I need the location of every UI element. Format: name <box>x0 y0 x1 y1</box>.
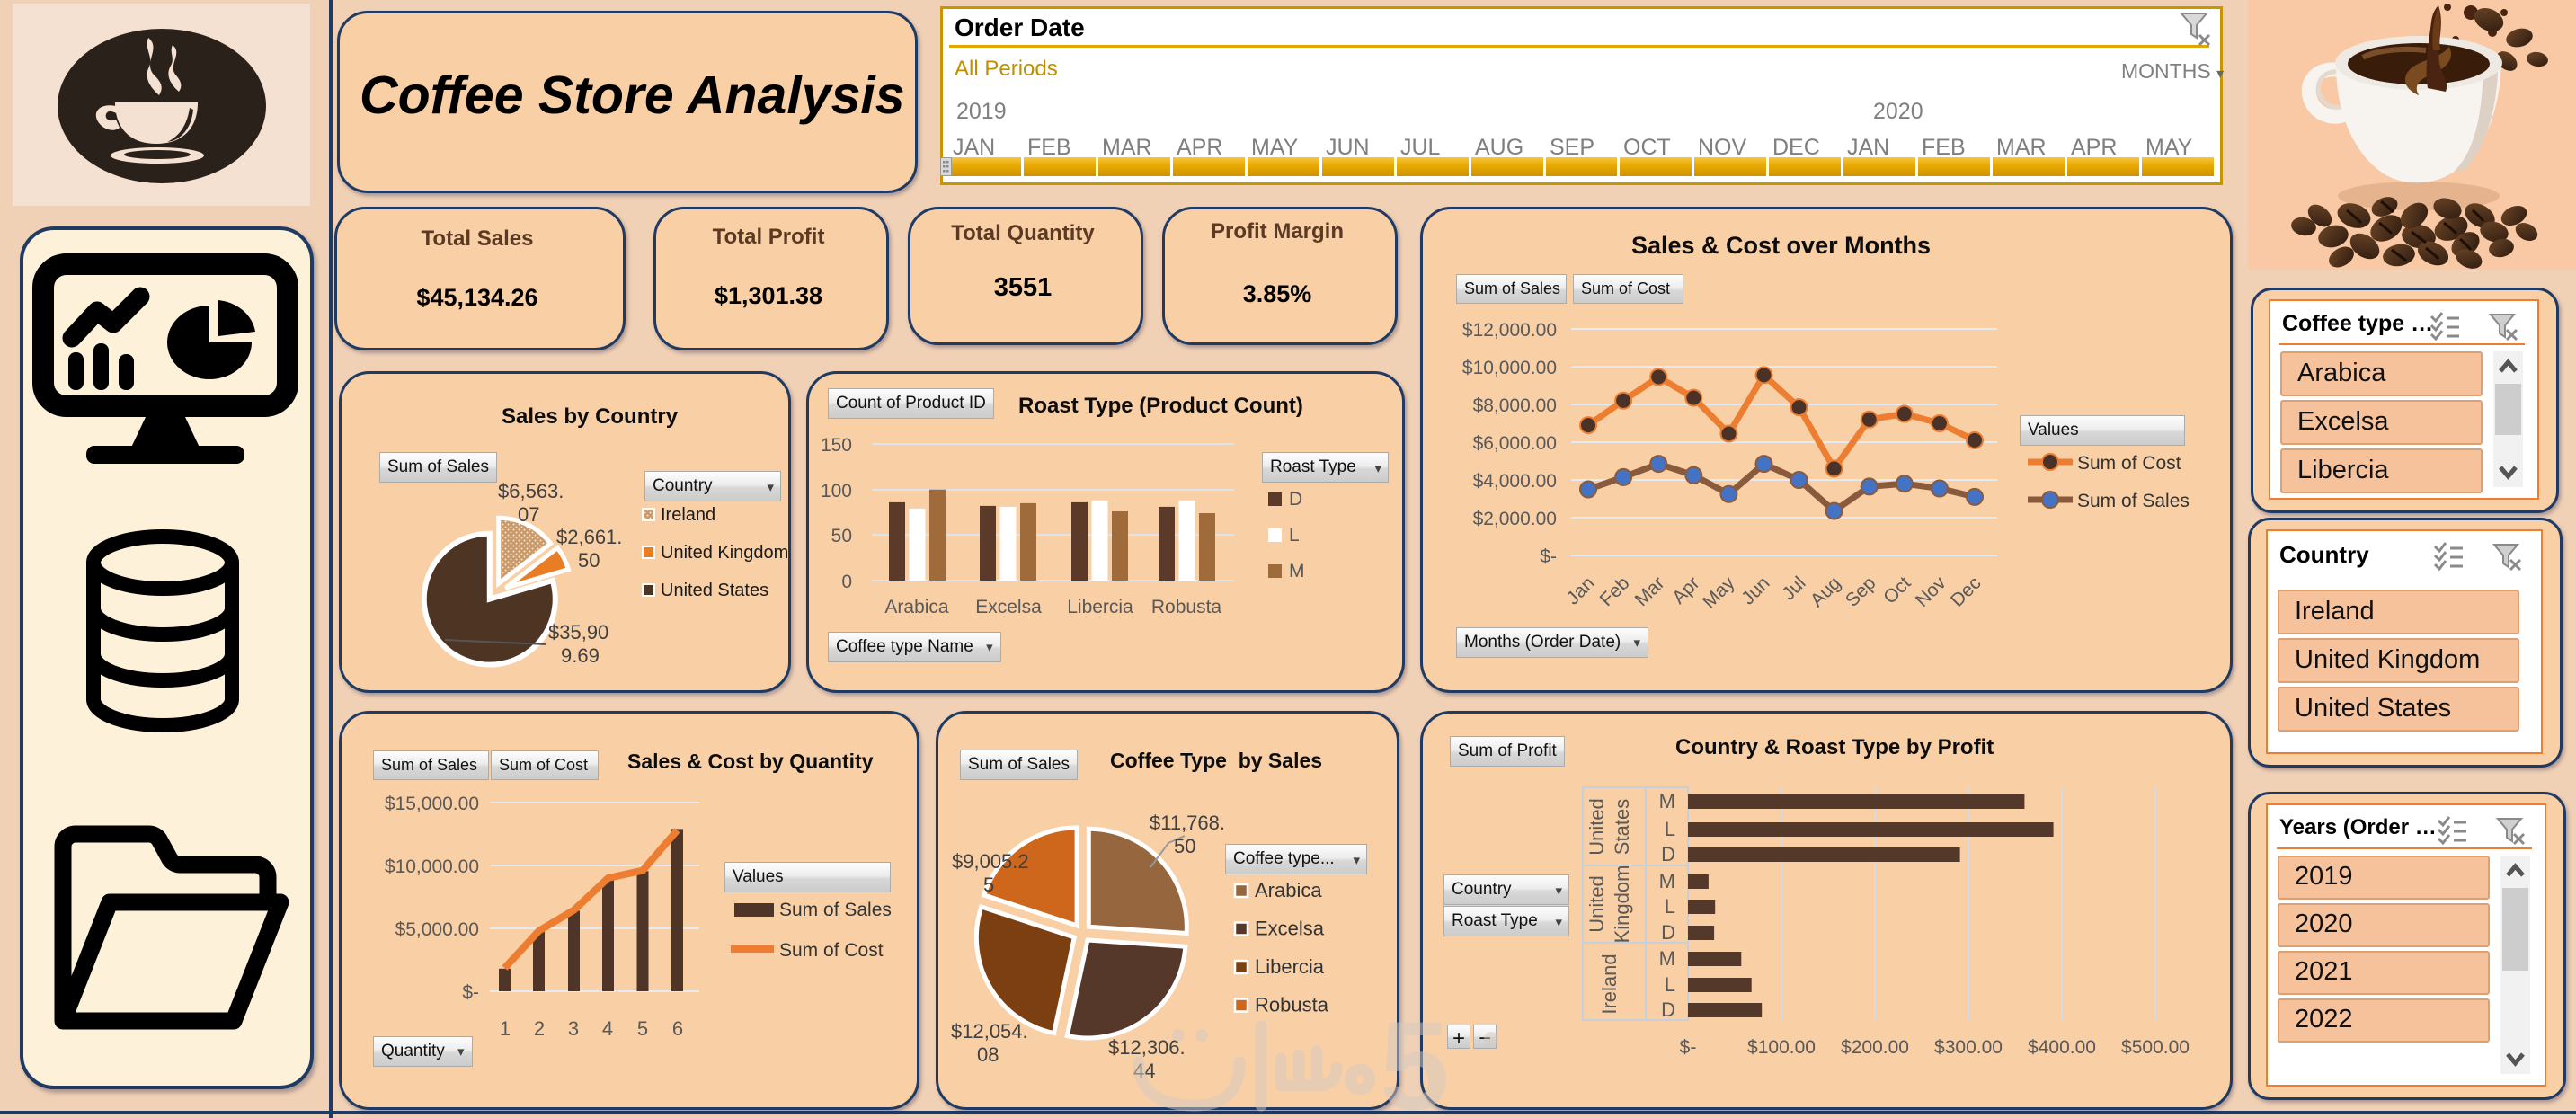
svg-text:D: D <box>1661 843 1675 865</box>
svg-text:$6,000.00: $6,000.00 <box>1473 433 1557 454</box>
svg-text:Sum of Sales: Sum of Sales <box>779 900 892 920</box>
svg-text:$2,000.00: $2,000.00 <box>1473 509 1557 529</box>
svg-text:100: 100 <box>821 481 852 501</box>
svg-text:Libercia: Libercia <box>1255 955 1325 978</box>
svg-text:United: United <box>1586 798 1608 856</box>
svg-text:Robusta: Robusta <box>1255 994 1329 1016</box>
svg-text:50: 50 <box>831 526 852 546</box>
svg-text:Arabica: Arabica <box>884 597 949 617</box>
svg-text:L: L <box>1289 525 1300 546</box>
svg-text:Arabica: Arabica <box>1255 879 1322 901</box>
svg-text:$12,000.00: $12,000.00 <box>1462 320 1557 341</box>
svg-text:Ireland: Ireland <box>1598 954 1621 1014</box>
svg-text:Sum of Sales: Sum of Sales <box>2077 491 2190 511</box>
svg-text:2: 2 <box>534 1017 545 1040</box>
svg-text:5: 5 <box>1380 995 1450 1118</box>
svg-text:1: 1 <box>500 1017 511 1040</box>
svg-text:5: 5 <box>637 1017 648 1040</box>
svg-text:M: M <box>1289 561 1305 581</box>
svg-text:Libercia: Libercia <box>1067 597 1133 617</box>
svg-text:Sum of Cost: Sum of Cost <box>2077 453 2181 474</box>
svg-text:Excelsa: Excelsa <box>975 597 1042 617</box>
svg-text:$4,000.00: $4,000.00 <box>1473 471 1557 492</box>
svg-text:$-: $- <box>1540 546 1557 567</box>
svg-text:Kingdom: Kingdom <box>1611 865 1633 944</box>
svg-text:M: M <box>1659 790 1675 812</box>
svg-text:$-: $- <box>1680 1037 1697 1058</box>
svg-text:$500.00: $500.00 <box>2121 1037 2190 1058</box>
svg-text:150: 150 <box>821 435 852 456</box>
svg-text:M: M <box>1659 870 1675 892</box>
svg-text:$10,000.00: $10,000.00 <box>1462 358 1557 378</box>
svg-text:Excelsa: Excelsa <box>1255 918 1325 940</box>
svg-text:Robusta: Robusta <box>1151 597 1222 617</box>
svg-text:$8,000.00: $8,000.00 <box>1473 395 1557 416</box>
svg-text:D: D <box>1661 921 1675 944</box>
svg-text:United: United <box>1586 875 1608 933</box>
svg-text:States: States <box>1611 799 1633 855</box>
svg-text:L: L <box>1665 818 1675 840</box>
svg-text:Sum of Cost: Sum of Cost <box>779 940 884 961</box>
svg-text:$10,000.00: $10,000.00 <box>385 856 479 877</box>
svg-text:Ireland: Ireland <box>661 505 715 525</box>
svg-text:$400.00: $400.00 <box>2028 1037 2096 1058</box>
svg-text:6: 6 <box>672 1017 683 1040</box>
svg-text:4: 4 <box>602 1017 613 1040</box>
svg-text:$100.00: $100.00 <box>1747 1037 1816 1058</box>
svg-text:0: 0 <box>841 572 852 592</box>
svg-text:3: 3 <box>568 1017 579 1040</box>
svg-text:$200.00: $200.00 <box>1841 1037 1909 1058</box>
svg-text:$15,000.00: $15,000.00 <box>385 794 479 814</box>
svg-text:$5,000.00: $5,000.00 <box>395 919 479 940</box>
svg-text:D: D <box>1661 998 1675 1021</box>
svg-text:D: D <box>1289 489 1302 510</box>
svg-text:$-: $- <box>462 982 479 1003</box>
svg-text:L: L <box>1665 895 1675 918</box>
svg-text:$300.00: $300.00 <box>1934 1037 2003 1058</box>
svg-text:L: L <box>1665 973 1675 996</box>
svg-text:M: M <box>1659 947 1675 970</box>
svg-text:United Kingdom: United Kingdom <box>661 543 788 563</box>
svg-text:United States: United States <box>661 581 768 600</box>
